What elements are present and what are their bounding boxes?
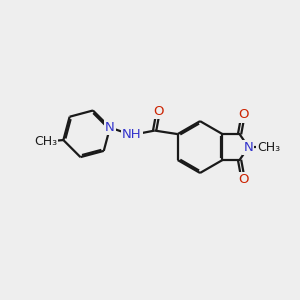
Text: N: N [244, 141, 253, 154]
Text: CH₃: CH₃ [34, 135, 57, 148]
Text: N: N [105, 121, 115, 134]
Text: CH₃: CH₃ [257, 141, 280, 154]
Text: O: O [238, 109, 248, 122]
Text: O: O [238, 173, 248, 186]
Text: O: O [153, 105, 164, 118]
Text: NH: NH [122, 128, 142, 142]
